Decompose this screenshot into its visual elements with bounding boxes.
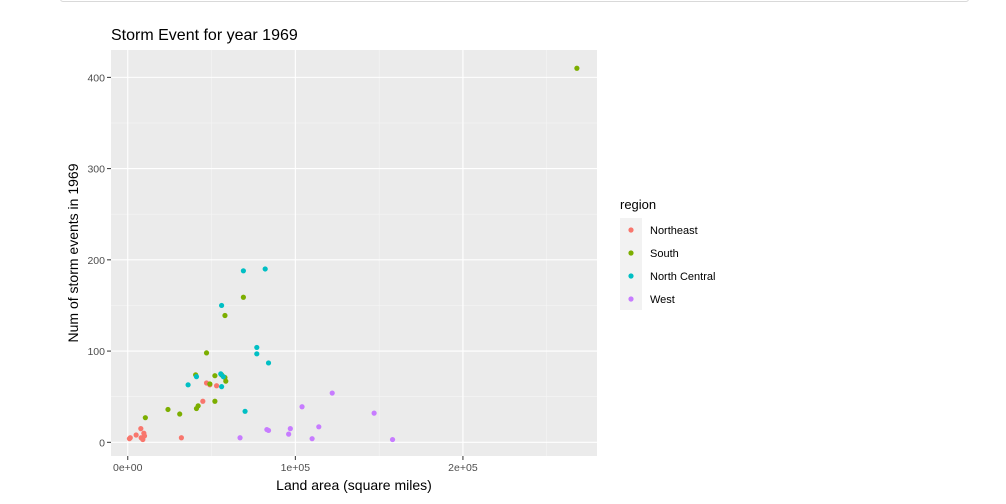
- legend-key-south: [628, 250, 634, 256]
- point-south: [223, 378, 229, 384]
- point-south: [212, 398, 218, 404]
- y-axis: 0 100 200 300 400: [87, 72, 111, 449]
- point-north-central: [219, 384, 225, 390]
- y-tick-label: 200: [87, 255, 105, 267]
- legend-label-northeast: Northeast: [650, 225, 698, 237]
- point-north-central: [262, 266, 268, 272]
- legend: region Northeast South North Central West: [620, 197, 715, 310]
- legend-label-south: South: [650, 248, 679, 260]
- legend-title: region: [620, 197, 656, 212]
- legend-key-west: [628, 296, 634, 302]
- point-south: [212, 373, 218, 379]
- minor-grid: [111, 50, 597, 456]
- point-west: [309, 436, 315, 442]
- legend-label-west: West: [650, 294, 675, 306]
- plot-panel: [111, 50, 597, 456]
- point-north-central: [219, 302, 225, 309]
- x-axis: 0e+00 1e+05 2e+05: [113, 456, 478, 474]
- point-west: [286, 431, 292, 437]
- x-tick-label: 1e+05: [281, 462, 311, 474]
- point-west: [389, 436, 396, 443]
- point-south: [195, 403, 201, 409]
- point-south: [240, 294, 246, 300]
- x-axis-title: Land area (square miles): [276, 477, 432, 493]
- legend-key-northeast: [628, 227, 634, 233]
- point-west: [237, 435, 243, 441]
- point-west: [299, 404, 305, 410]
- point-north-central: [220, 374, 226, 380]
- y-tick-label: 400: [87, 72, 105, 84]
- x-tick-label: 2e+05: [448, 462, 478, 474]
- chart-title: Storm Event for year 1969: [111, 27, 298, 44]
- point-north-central: [254, 344, 260, 351]
- point-northeast: [133, 432, 139, 438]
- point-northeast: [127, 435, 133, 441]
- y-tick-label: 300: [87, 164, 105, 176]
- legend-label-north-central: North Central: [650, 271, 715, 283]
- point-northeast: [141, 433, 148, 439]
- point-south: [142, 415, 148, 421]
- major-grid: [111, 50, 597, 456]
- point-north-central: [242, 408, 248, 414]
- point-south: [222, 312, 228, 319]
- point-north-central: [185, 382, 191, 388]
- point-west: [265, 427, 272, 434]
- point-north-central: [265, 360, 272, 366]
- point-north-central: [254, 351, 260, 357]
- point-west: [316, 424, 322, 430]
- point-south: [177, 411, 183, 417]
- y-tick-label: 100: [87, 346, 105, 358]
- point-northeast: [138, 426, 144, 432]
- point-south: [203, 350, 210, 356]
- point-northeast: [178, 435, 184, 441]
- point-north-central: [193, 374, 200, 380]
- point-northeast: [213, 383, 220, 389]
- legend-key-north-central: [628, 273, 634, 279]
- point-west: [371, 410, 377, 416]
- point-west: [329, 390, 335, 396]
- y-tick-label: 0: [99, 437, 105, 449]
- point-south: [207, 381, 213, 387]
- point-west: [287, 426, 293, 432]
- point-north-central: [240, 268, 246, 274]
- legend-key-background: [620, 218, 642, 310]
- point-south: [574, 65, 580, 71]
- y-axis-title: Num of storm events in 1969: [65, 163, 81, 342]
- x-tick-label: 0e+00: [113, 462, 143, 474]
- data-points: [126, 65, 580, 443]
- point-south: [165, 406, 171, 413]
- point-northeast: [200, 398, 206, 404]
